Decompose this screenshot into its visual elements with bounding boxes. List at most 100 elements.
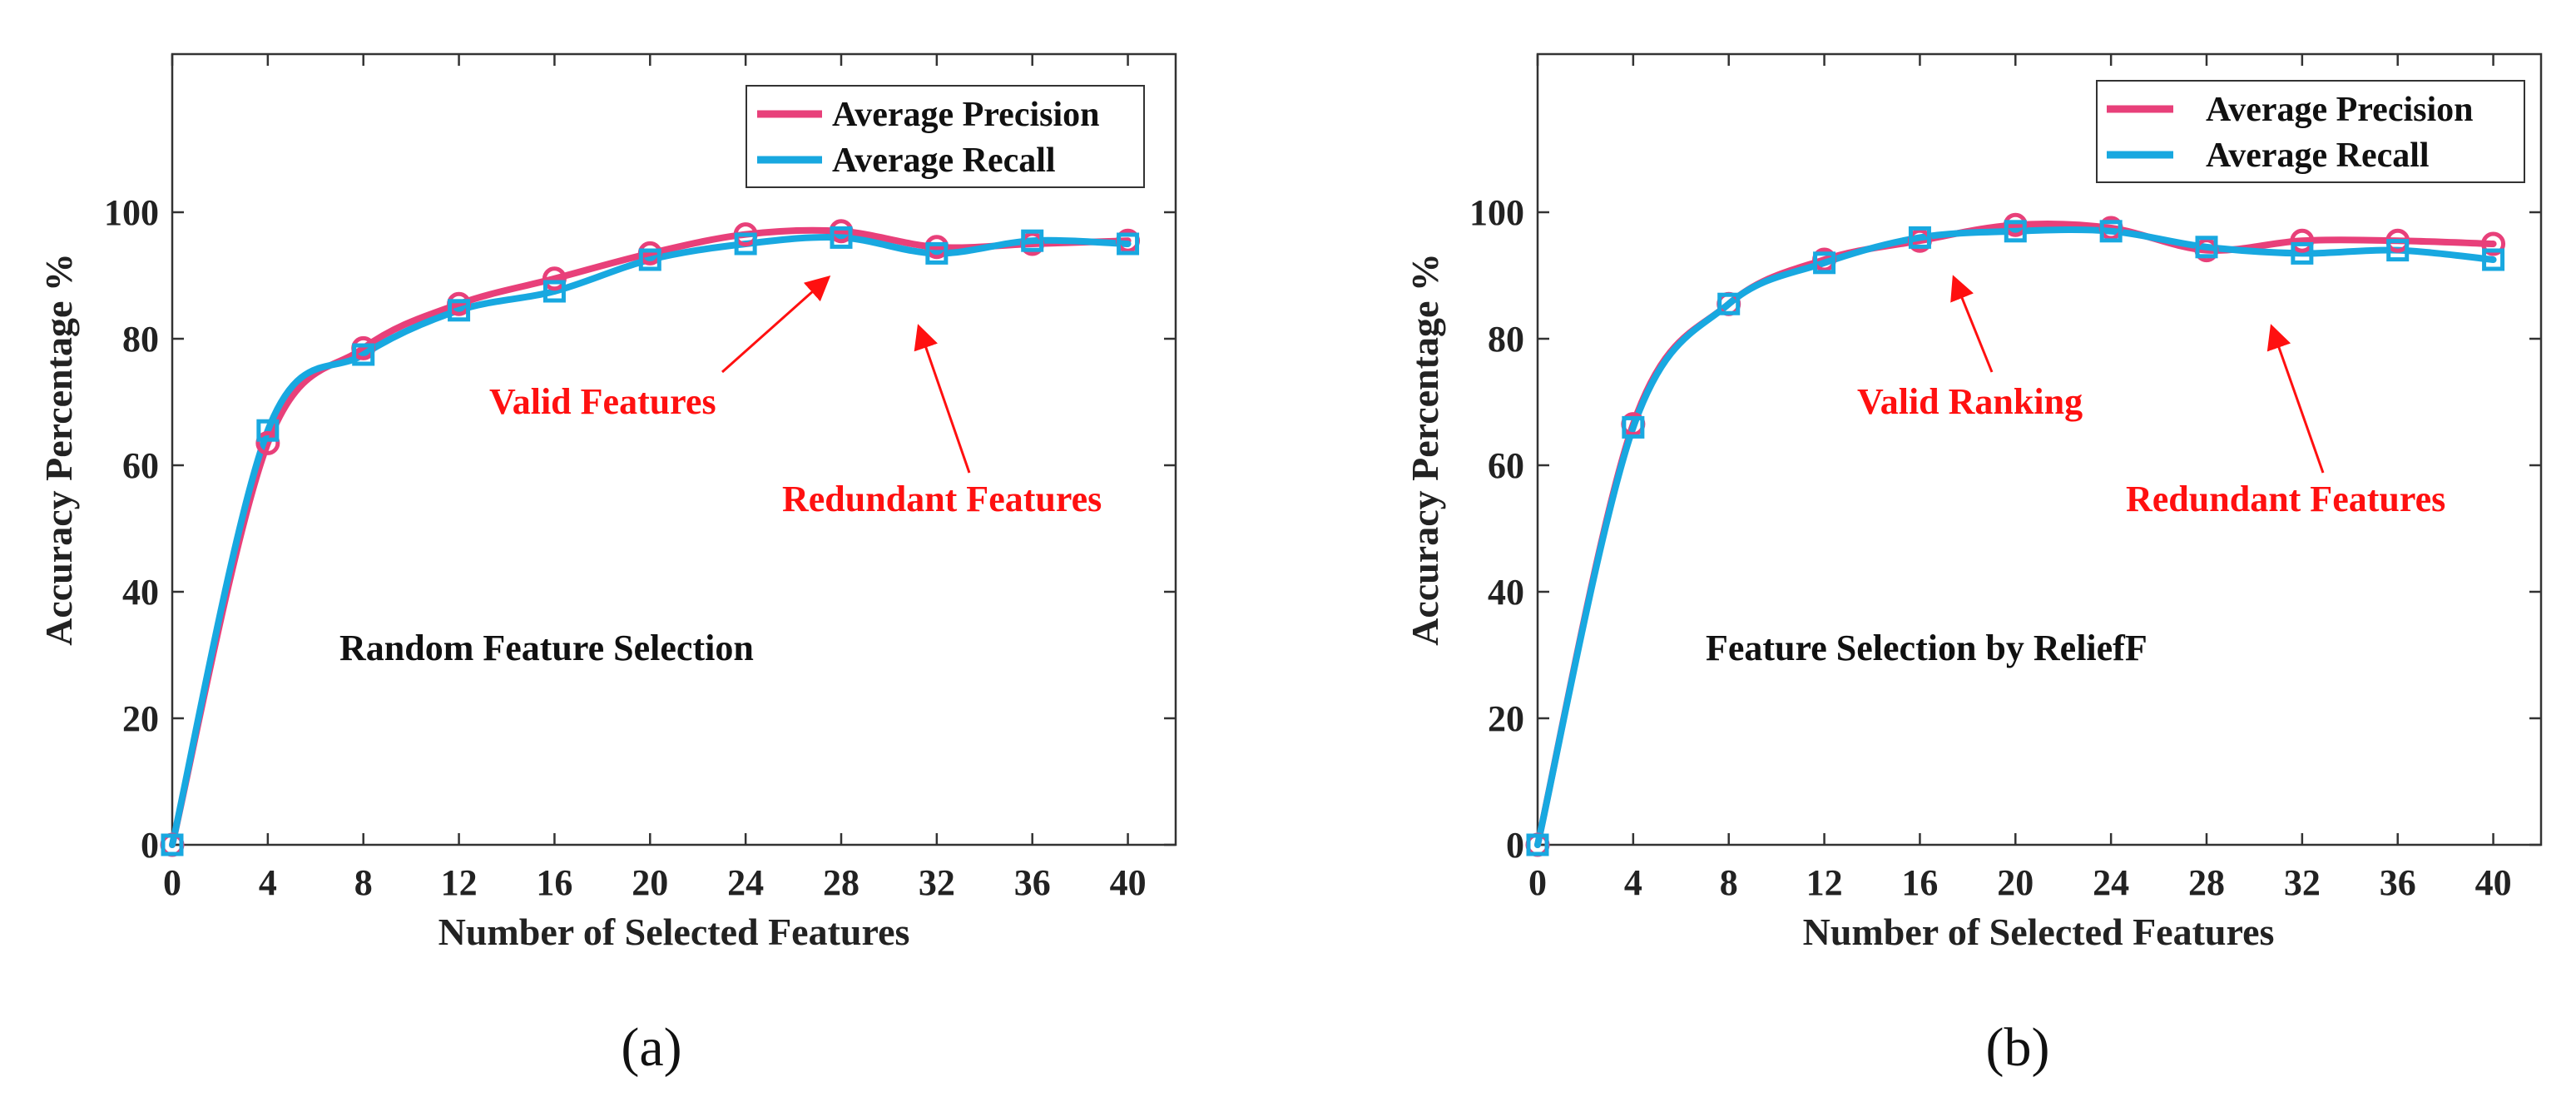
data-point-precision (255, 430, 280, 455)
data-point-recall (1622, 415, 1645, 439)
annotation-valid: Valid Ranking (1857, 275, 2083, 422)
chart-title: Random Feature Selection (339, 628, 754, 668)
y-tick-label: 40 (1488, 572, 1524, 613)
data-point-recall (734, 232, 757, 256)
y-tick-label: 40 (122, 572, 159, 613)
x-tick-label: 32 (919, 862, 955, 903)
x-tick-label: 0 (163, 862, 181, 903)
series-lines (1534, 220, 2497, 848)
y-tick-label: 80 (122, 319, 159, 360)
y-tick-label: 0 (141, 825, 159, 866)
x-tick-label: 12 (1806, 862, 1843, 903)
x-tick-label: 36 (2380, 862, 2416, 903)
x-axis-label: Number of Selected Features (438, 911, 910, 953)
annotation-text-redundant: Redundant Features (2126, 479, 2445, 519)
chart-title: Feature Selection by ReliefF (1706, 628, 2147, 668)
y-axis-label: Accuracy Percentage % (37, 253, 80, 646)
plot-area (1536, 52, 2543, 846)
x-tick-label: 4 (1624, 862, 1642, 903)
data-point-precision (2481, 231, 2506, 256)
data-point-recall (352, 343, 375, 366)
data-point-recall (448, 299, 471, 322)
x-tick-label: 0 (1528, 862, 1547, 903)
data-point-recall (2386, 239, 2410, 262)
x-tick-label: 16 (536, 862, 572, 903)
y-tick-label: 20 (122, 698, 159, 739)
y-tick-label: 60 (122, 445, 159, 486)
legend-box (2096, 80, 2525, 183)
data-point-recall (2099, 220, 2123, 243)
data-point-recall (2004, 220, 2027, 243)
arrow-redundant-icon (914, 324, 971, 474)
y-axis-ticks: 0 20 40 60 80 100 (1469, 192, 2541, 866)
x-tick-label: 40 (1110, 862, 1147, 903)
y-axis-ticks: 0 20 40 60 80 100 (104, 192, 1176, 866)
data-point-recall (1021, 229, 1044, 252)
x-tick-label: 12 (441, 862, 478, 903)
data-point-precision (542, 266, 567, 291)
legend-label-recall: Average Recall (2206, 137, 2430, 175)
x-tick-label: 4 (259, 862, 277, 903)
data-point-recall (2482, 248, 2505, 271)
x-tick-label: 8 (1720, 862, 1738, 903)
x-tick-label: 24 (2093, 862, 2129, 903)
x-tick-label: 28 (823, 862, 859, 903)
data-point-precision (2290, 228, 2315, 253)
y-tick-label: 0 (1506, 825, 1524, 866)
data-point-recall (2195, 236, 2218, 259)
data-point-recall (161, 833, 184, 856)
arrow-redundant-icon (2266, 324, 2325, 474)
chart-panel-b: 0 4 8 12 16 20 24 28 32 36 40 0 20 40 60 80 100 Number … (1404, 52, 2543, 1078)
x-tick-label: 28 (2188, 862, 2225, 903)
annotation-text-redundant: Redundant Features (782, 479, 1102, 519)
x-tick-label: 24 (727, 862, 764, 903)
annotation-text-valid: Valid Features (489, 381, 716, 422)
x-tick-label: 20 (1997, 862, 2034, 903)
x-axis-label: Number of Selected Features (1803, 911, 2275, 953)
legend-label-precision: Average Precision (2206, 91, 2474, 129)
data-point-recall (1717, 292, 1741, 315)
data-point-recall (1813, 251, 1836, 275)
x-tick-label: 32 (2284, 862, 2321, 903)
annotation-redundant: Redundant Features (782, 324, 1102, 519)
series-markers (160, 219, 1141, 857)
legend: Average Precision Average Recall (746, 85, 1145, 188)
series-lines (169, 226, 1132, 848)
data-point-recall (542, 280, 566, 303)
x-tick-label: 20 (632, 862, 668, 903)
x-axis-ticks: 0 4 8 12 16 20 24 28 32 36 40 (1528, 54, 2512, 903)
annotation-valid: Valid Features (489, 276, 831, 422)
x-tick-label: 8 (354, 862, 373, 903)
legend-label-precision: Average Precision (832, 96, 1100, 134)
series-line-recall (1534, 226, 2497, 848)
data-point-recall (925, 241, 949, 265)
series-markers (1525, 212, 2506, 857)
y-tick-label: 20 (1488, 698, 1524, 739)
legend-box (746, 85, 1145, 188)
y-tick-label: 60 (1488, 445, 1524, 486)
data-point-recall (830, 226, 853, 249)
y-tick-label: 100 (1469, 192, 1524, 233)
series-line-recall (169, 234, 1132, 848)
arrow-valid-icon (721, 276, 831, 374)
x-tick-label: 40 (2475, 862, 2512, 903)
data-point-recall (1908, 226, 1931, 249)
x-tick-label: 36 (1014, 862, 1051, 903)
x-tick-label: 16 (1901, 862, 1938, 903)
y-tick-label: 100 (104, 192, 159, 233)
y-tick-label: 80 (1488, 319, 1524, 360)
data-point-recall (1117, 232, 1140, 256)
arrow-valid-icon (1950, 275, 1994, 373)
data-point-recall (1526, 833, 1549, 856)
x-axis-ticks: 0 4 8 12 16 20 24 28 32 36 40 (163, 54, 1147, 903)
series-line-precision (169, 226, 1132, 848)
chart-panel-a: 0 4 8 12 16 20 24 28 32 36 40 0 20 40 60 80 100 Number … (37, 52, 1177, 1078)
panel-label-b: (b) (1986, 1017, 2050, 1078)
annotation-text-valid: Valid Ranking (1857, 381, 2083, 422)
panel-label-a: (a) (621, 1017, 681, 1078)
data-point-recall (2291, 241, 2314, 265)
legend-label-recall: Average Recall (832, 141, 1056, 180)
legend: Average Precision Average Recall (2096, 80, 2525, 183)
data-point-recall (638, 248, 661, 271)
